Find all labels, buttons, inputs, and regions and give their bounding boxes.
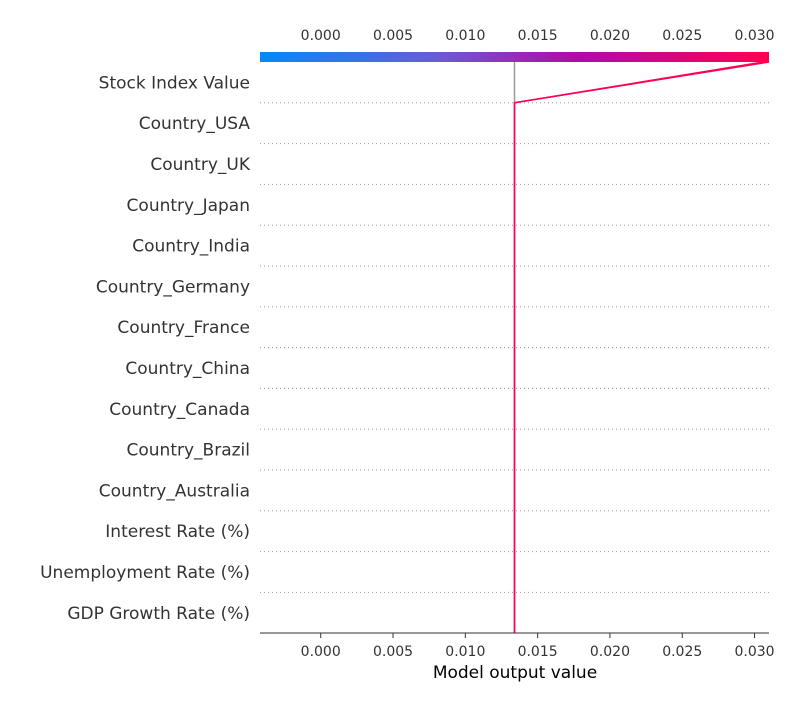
x-tick-label-bottom: 0.030: [734, 644, 774, 660]
feature-label: Country_India: [132, 237, 250, 257]
feature-label: Country_USA: [139, 114, 251, 134]
decision-line: [513, 61, 770, 633]
feature-labels: Stock Index Value Country_USA Country_UK Co…: [40, 73, 251, 623]
x-tick-label-top: 0.020: [590, 28, 630, 44]
feature-label: Country_France: [117, 318, 250, 338]
colorbar: [260, 52, 769, 62]
decision-lines: [513, 61, 770, 633]
feature-label: Country_Germany: [96, 277, 250, 297]
x-tick-label-top: 0.010: [445, 28, 485, 44]
feature-label: Country_Brazil: [127, 441, 250, 461]
x-ticks: 0.000 0.000 0.005 0.005 0.010 0.010 0.015 0.015…: [301, 28, 775, 660]
x-tick-label-top: 0.015: [518, 28, 558, 44]
feature-label: Country_Canada: [109, 400, 250, 420]
x-tick-label-top: 0.005: [373, 28, 413, 44]
x-tick-label-bottom: 0.025: [662, 644, 702, 660]
x-tick-label-top: 0.025: [662, 28, 702, 44]
x-tick-label-top: 0.030: [734, 28, 774, 44]
x-tick-label-bottom: 0.015: [518, 644, 558, 660]
feature-label: Stock Index Value: [99, 73, 250, 93]
x-tick-label-bottom: 0.010: [445, 644, 485, 660]
x-axis-title: Model output value: [433, 663, 597, 683]
x-tick-label-bottom: 0.020: [590, 644, 630, 660]
x-tick-label-bottom: 0.000: [301, 644, 341, 660]
grid-rows: [260, 102, 769, 593]
x-tick-label-bottom: 0.005: [373, 644, 413, 660]
feature-label: Country_Australia: [99, 481, 250, 501]
feature-label: Country_UK: [150, 155, 250, 175]
feature-label: Country_Japan: [127, 196, 250, 216]
decision-line: [513, 61, 764, 633]
feature-label: Interest Rate (%): [105, 522, 250, 542]
feature-label: Country_China: [125, 359, 250, 379]
feature-label: Unemployment Rate (%): [40, 563, 250, 583]
feature-label: GDP Growth Rate (%): [67, 604, 250, 624]
x-tick-label-top: 0.000: [301, 28, 341, 44]
